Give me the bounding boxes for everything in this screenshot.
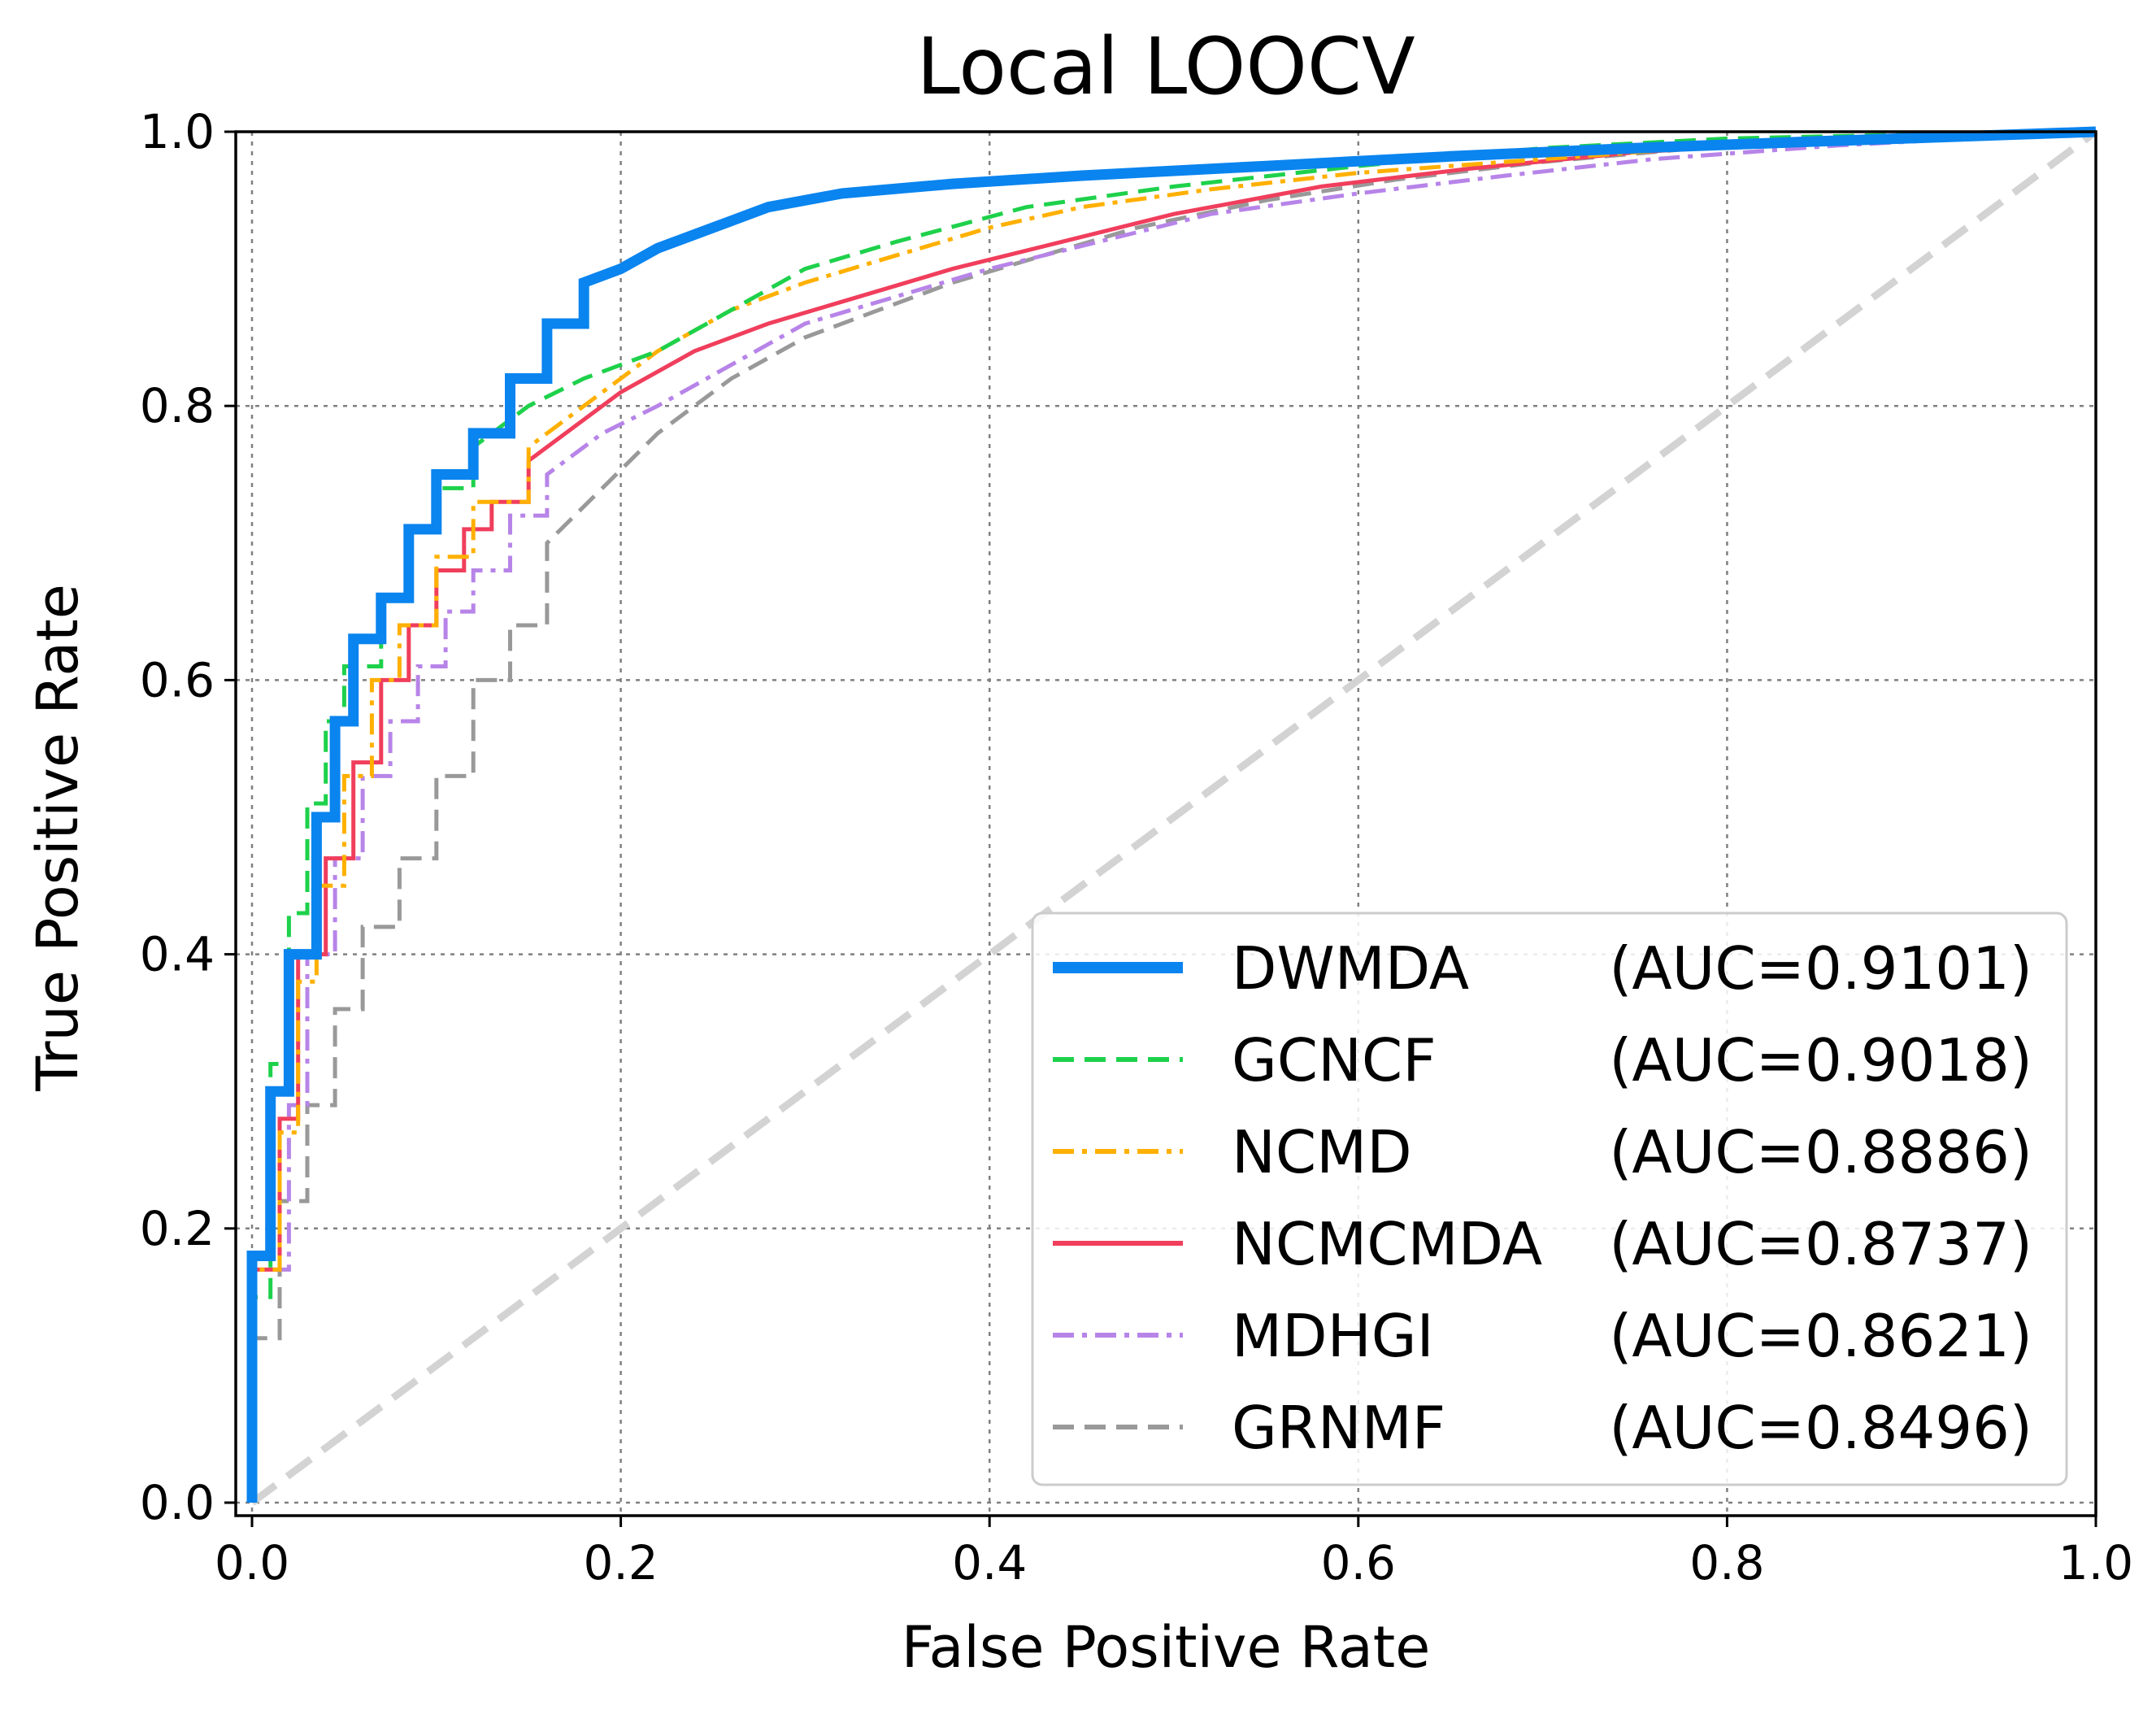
axis-ticks: 0.0 0.2 0.4 0.6 0.8 1.0 0.0 0.2 0.4 0.6 0.8 1.0: [140, 104, 2133, 1590]
legend-item-mdhgi: MDHGI (AUC=0.8621): [1053, 1302, 2032, 1370]
x-tick-label: 0.4: [952, 1535, 1027, 1590]
legend-item-dwmda: DWMDA (AUC=0.9101): [1053, 934, 2032, 1003]
y-tick-label: 0.8: [140, 378, 215, 433]
reference-diagonal-line: [250, 128, 2098, 1506]
x-tick-label: 0.8: [1689, 1535, 1764, 1590]
legend-box: [1031, 912, 2068, 1486]
y-tick-label: 0.6: [140, 652, 215, 707]
legend-label: GCNCF: [1232, 1026, 1437, 1094]
roc-curve-grnmf: [250, 129, 2097, 1503]
legend-auc: (AUC=0.8737): [1609, 1210, 2032, 1278]
y-tick-label: 0.4: [140, 927, 215, 982]
legend-label: NCMD: [1232, 1118, 1412, 1186]
legend-item-ncmcmda: NCMCMDA (AUC=0.8737): [1053, 1210, 2032, 1278]
legend-auc: (AUC=0.9018): [1609, 1026, 2032, 1094]
y-tick-label: 0.0: [140, 1475, 215, 1530]
legend-label: GRNMF: [1232, 1394, 1445, 1462]
legend-label: DWMDA: [1232, 934, 1469, 1003]
y-axis-label: True Positive Rate: [24, 584, 91, 1092]
legend-auc: (AUC=0.8886): [1609, 1118, 2032, 1186]
legend-item-gcncf: GCNCF (AUC=0.9018): [1053, 1026, 2032, 1094]
legend: DWMDA (AUC=0.9101) GCNCF (AUC=0.9018) NCMD (A…: [1031, 912, 2068, 1486]
chart-title: Local LOOCV: [916, 21, 1415, 112]
roc-curve-dwmda: [246, 126, 2097, 1503]
x-tick-label: 1.0: [2058, 1535, 2133, 1590]
legend-item-grnmf: GRNMF (AUC=0.8496): [1053, 1394, 2032, 1462]
legend-label: MDHGI: [1232, 1302, 1434, 1370]
plot-frame: [234, 130, 2097, 1517]
roc-curves: [246, 126, 2097, 1503]
x-tick-label: 0.0: [215, 1535, 289, 1590]
legend-label: NCMCMDA: [1232, 1210, 1542, 1278]
legend-auc: (AUC=0.9101): [1609, 934, 2032, 1003]
legend-auc: (AUC=0.8496): [1609, 1394, 2032, 1462]
legend-item-ncmd: NCMD (AUC=0.8886): [1053, 1118, 2032, 1186]
y-tick-label: 1.0: [140, 104, 215, 159]
y-tick-label: 0.2: [140, 1201, 215, 1256]
x-axis-label: False Positive Rate: [902, 1614, 1431, 1681]
legend-auc: (AUC=0.8621): [1609, 1302, 2032, 1370]
x-tick-label: 0.6: [1321, 1535, 1396, 1590]
x-tick-label: 0.2: [583, 1535, 658, 1590]
roc-curve-ncmd: [250, 129, 2097, 1503]
